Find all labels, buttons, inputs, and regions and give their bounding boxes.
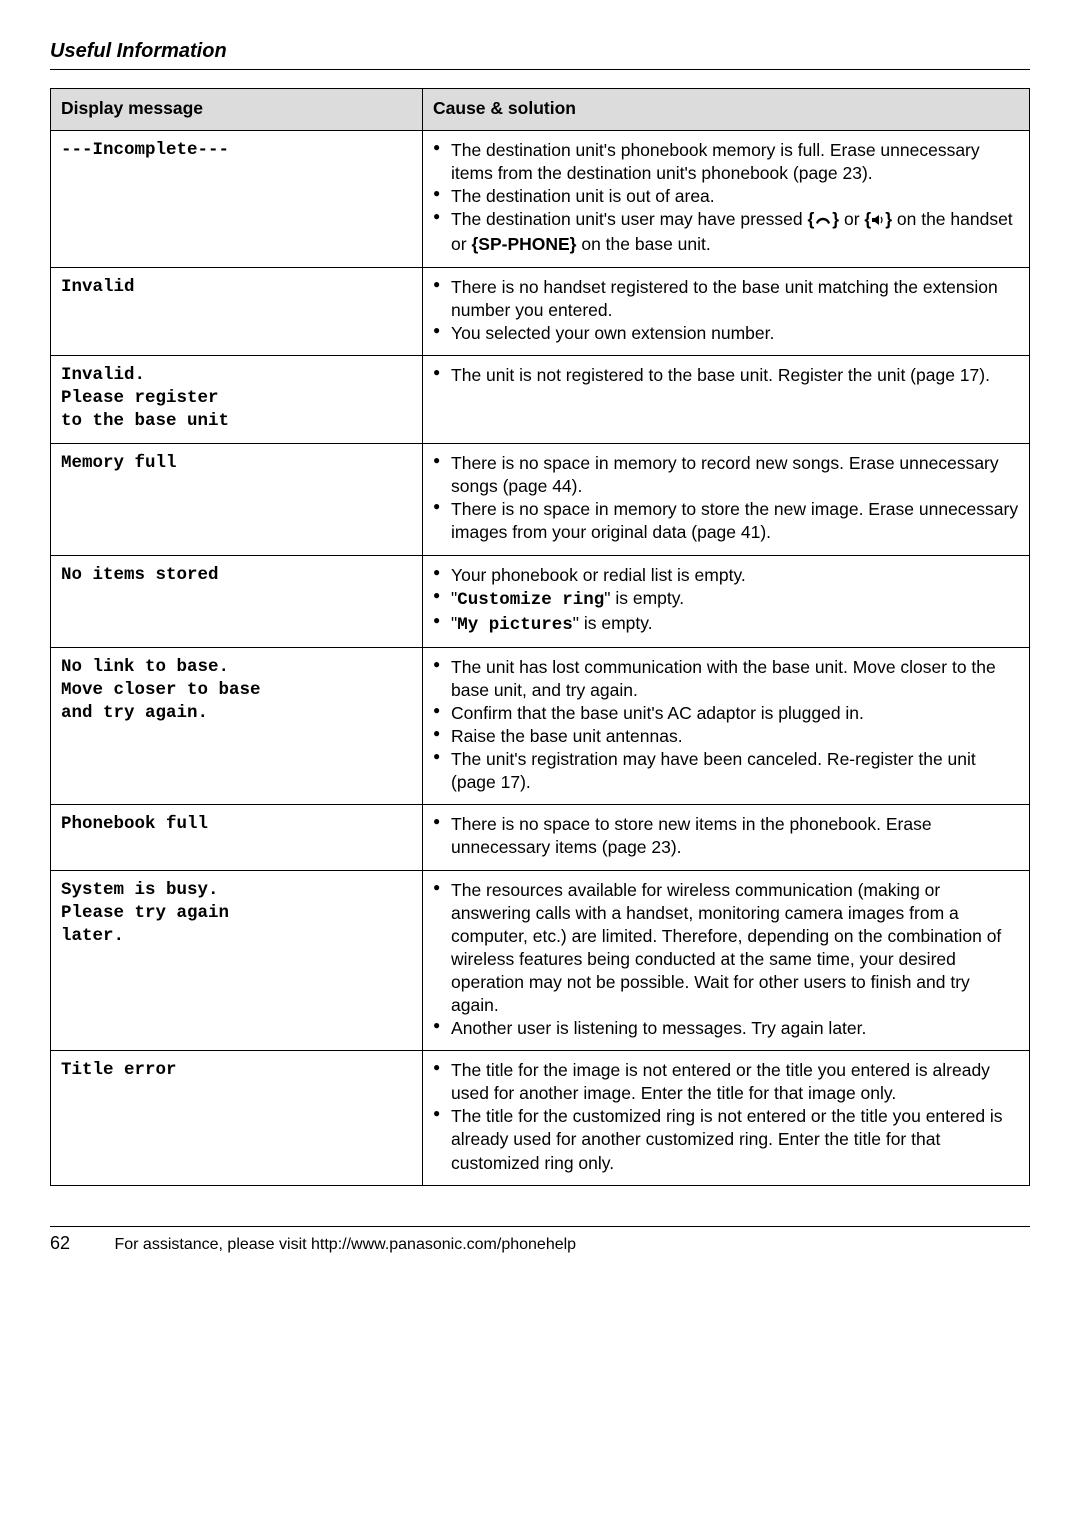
cause-cell: Your phonebook or redial list is empty. … xyxy=(423,555,1030,647)
page-number: 62 xyxy=(50,1233,70,1254)
cause-item: The resources available for wireless com… xyxy=(433,879,1019,1018)
mono-text: Customize ring xyxy=(457,590,604,610)
cause-item: The destination unit is out of area. xyxy=(433,185,1019,208)
message-cell: Memory full xyxy=(51,444,423,555)
message-cell: Phonebook full xyxy=(51,805,423,870)
cause-item: The destination unit's phonebook memory … xyxy=(433,139,1019,185)
message-cell: System is busy. Please try again later. xyxy=(51,870,423,1051)
table-row: ---Incomplete--- The destination unit's … xyxy=(51,131,1030,267)
key-bracket: } xyxy=(885,209,892,229)
cause-cell: The unit is not registered to the base u… xyxy=(423,355,1030,443)
cause-item: "My pictures" is empty. xyxy=(433,612,1019,637)
cause-text-part: The destination unit's user may have pre… xyxy=(451,209,807,229)
table-row: No items stored Your phonebook or redial… xyxy=(51,555,1030,647)
cause-item: Raise the base unit antennas. xyxy=(433,725,1019,748)
message-cell: Invalid. Please register to the base uni… xyxy=(51,355,423,443)
key-bracket: { xyxy=(807,209,814,229)
cause-item: Your phonebook or redial list is empty. xyxy=(433,564,1019,587)
cause-text-part: on the base unit. xyxy=(576,234,710,254)
footer-text: For assistance, please visit http://www.… xyxy=(114,1236,576,1253)
section-title: Useful Information xyxy=(50,40,1030,70)
message-cell: No items stored xyxy=(51,555,423,647)
cause-text-part: " is empty. xyxy=(573,613,653,633)
table-row: Title error The title for the image is n… xyxy=(51,1051,1030,1185)
cause-cell: There is no space to store new items in … xyxy=(423,805,1030,870)
cause-item: "Customize ring" is empty. xyxy=(433,587,1019,612)
table-row: Phonebook full There is no space to stor… xyxy=(51,805,1030,870)
cause-item: The unit has lost communication with the… xyxy=(433,656,1019,702)
cause-item: There is no handset registered to the ba… xyxy=(433,276,1019,322)
cause-cell: There is no space in memory to record ne… xyxy=(423,444,1030,555)
message-cell: Invalid xyxy=(51,267,423,355)
mono-text: My pictures xyxy=(457,615,573,635)
cause-text-part: " is empty. xyxy=(604,588,684,608)
message-cell: Title error xyxy=(51,1051,423,1185)
table-row: System is busy. Please try again later. … xyxy=(51,870,1030,1051)
cause-item: There is no space to store new items in … xyxy=(433,813,1019,859)
cause-item: The unit is not registered to the base u… xyxy=(433,364,1019,387)
cause-item: The title for the image is not entered o… xyxy=(433,1059,1019,1105)
cause-item: The destination unit's user may have pre… xyxy=(433,208,1019,256)
troubleshooting-table: Display message Cause & solution ---Inco… xyxy=(50,88,1030,1186)
cause-cell: The resources available for wireless com… xyxy=(423,870,1030,1051)
cause-cell: The unit has lost communication with the… xyxy=(423,647,1030,805)
speaker-icon xyxy=(871,210,885,233)
message-cell: ---Incomplete--- xyxy=(51,131,423,267)
cause-item: Another user is listening to messages. T… xyxy=(433,1017,1019,1040)
cause-cell: The title for the image is not entered o… xyxy=(423,1051,1030,1185)
cause-item: There is no space in memory to record ne… xyxy=(433,452,1019,498)
key-bracket: { xyxy=(864,209,871,229)
cause-cell: The destination unit's phonebook memory … xyxy=(423,131,1030,267)
table-row: Invalid There is no handset registered t… xyxy=(51,267,1030,355)
table-row: Invalid. Please register to the base uni… xyxy=(51,355,1030,443)
table-row: No link to base. Move closer to base and… xyxy=(51,647,1030,805)
table-row: Memory full There is no space in memory … xyxy=(51,444,1030,555)
offhook-icon xyxy=(814,210,832,233)
cause-item: There is no space in memory to store the… xyxy=(433,498,1019,544)
cause-item: Confirm that the base unit's AC adaptor … xyxy=(433,702,1019,725)
cause-cell: There is no handset registered to the ba… xyxy=(423,267,1030,355)
col-header-cause: Cause & solution xyxy=(423,89,1030,131)
cause-item: The unit's registration may have been ca… xyxy=(433,748,1019,794)
cause-text-part: or xyxy=(839,209,864,229)
message-cell: No link to base. Move closer to base and… xyxy=(51,647,423,805)
cause-item: You selected your own extension number. xyxy=(433,322,1019,345)
col-header-message: Display message xyxy=(51,89,423,131)
cause-item: The title for the customized ring is not… xyxy=(433,1105,1019,1174)
key-label: SP-PHONE xyxy=(478,234,569,254)
page-footer: 62 For assistance, please visit http://w… xyxy=(50,1226,1030,1254)
